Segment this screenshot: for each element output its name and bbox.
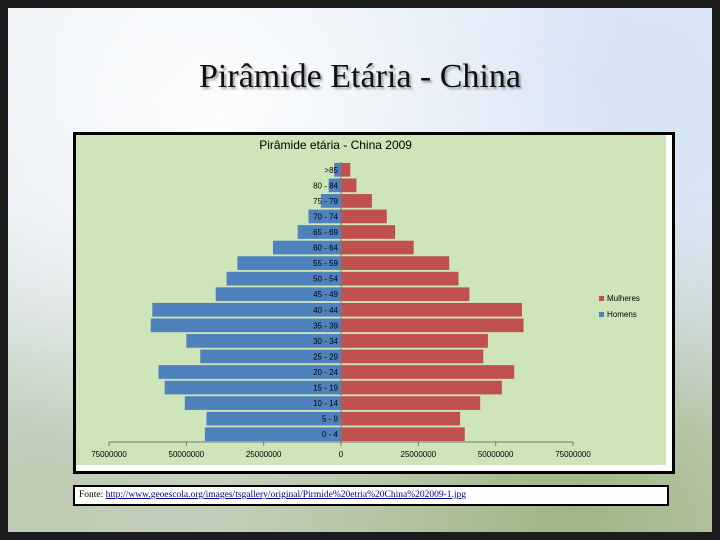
legend-label: Mulheres: [607, 294, 640, 303]
bar-mulheres: [341, 411, 461, 426]
bar-mulheres: [341, 209, 387, 224]
legend-swatch: [599, 312, 604, 317]
bar-homens: [320, 194, 341, 208]
source-citation: Fonte: http://www.geoescola.org/images/t…: [73, 485, 669, 506]
bar-homens: [158, 365, 341, 379]
bar-mulheres: [341, 194, 372, 208]
bar-homens: [308, 209, 341, 224]
bar-mulheres: [341, 396, 481, 410]
bar-mulheres: [341, 271, 459, 286]
age-label: 50 - 54: [313, 275, 338, 284]
bar-homens: [237, 256, 341, 270]
age-label: 0 - 4: [322, 430, 339, 439]
x-tick-label: 0: [339, 450, 344, 459]
legend-swatch: [599, 296, 604, 301]
bar-homens: [272, 240, 341, 255]
bar-mulheres: [341, 380, 502, 395]
age-label: 15 - 19: [313, 384, 338, 393]
age-label: 35 - 39: [313, 321, 338, 330]
bar-homens: [204, 427, 341, 442]
bar-mulheres: [341, 256, 450, 270]
bar-mulheres: [341, 178, 357, 193]
bar-mulheres: [341, 240, 414, 255]
chart-title: Pirâmide etária - China 2009: [259, 138, 412, 152]
slide: Pirâmide Etária - China Pirâmide etária …: [8, 8, 712, 532]
age-label: 30 - 34: [313, 337, 338, 346]
source-label: Fonte:: [79, 490, 106, 500]
x-tick-label: 50000000: [169, 450, 205, 459]
age-label: 70 - 74: [313, 212, 338, 221]
x-tick-label: 25000000: [401, 450, 437, 459]
age-label: 5 - 9: [322, 415, 339, 424]
age-label: >85: [324, 166, 338, 175]
bar-mulheres: [341, 349, 484, 364]
x-tick-label: 25000000: [246, 450, 282, 459]
x-tick-label: 50000000: [478, 450, 514, 459]
bar-homens: [200, 349, 341, 364]
bar-homens: [164, 380, 341, 395]
bar-mulheres: [341, 225, 396, 239]
bar-homens: [184, 396, 341, 410]
bar-mulheres: [341, 302, 522, 317]
age-label: 40 - 44: [313, 306, 338, 315]
age-label: 20 - 24: [313, 368, 338, 377]
x-tick-label: 75000000: [555, 450, 591, 459]
legend-label: Homens: [607, 310, 637, 319]
bar-homens: [226, 271, 341, 286]
bar-homens: [150, 318, 341, 333]
age-label: 45 - 49: [313, 290, 338, 299]
bar-mulheres: [341, 365, 515, 379]
source-link[interactable]: http://www.geoescola.org/images/tsgaller…: [105, 490, 467, 500]
bar-homens: [186, 334, 341, 348]
bar-homens: [297, 225, 341, 239]
bar-mulheres: [341, 427, 465, 442]
pyramid-chart: Pirâmide etária - China 2009 >85 80 - 84 75…: [76, 135, 666, 465]
age-label: 65 - 69: [313, 228, 338, 237]
bar-homens: [328, 178, 341, 193]
age-label: 60 - 64: [313, 244, 338, 253]
bar-mulheres: [341, 287, 470, 302]
age-label: 25 - 29: [313, 352, 338, 361]
bar-mulheres: [341, 318, 524, 333]
bar-homens: [334, 162, 341, 177]
age-label: 80 - 84: [313, 181, 338, 190]
bar-mulheres: [341, 162, 351, 177]
bar-homens: [206, 411, 341, 426]
age-label: 10 - 14: [313, 399, 338, 408]
bar-homens: [215, 287, 341, 302]
bar-mulheres: [341, 334, 488, 348]
bar-homens: [152, 302, 341, 317]
slide-title: Pirâmide Etária - China: [199, 58, 521, 95]
x-tick-label: 75000000: [91, 450, 127, 459]
age-label: 55 - 59: [313, 259, 338, 268]
chart-frame: Pirâmide etária - China 2009 >85 80 - 84 75…: [73, 132, 675, 474]
age-label: 75 - 79: [313, 197, 338, 206]
